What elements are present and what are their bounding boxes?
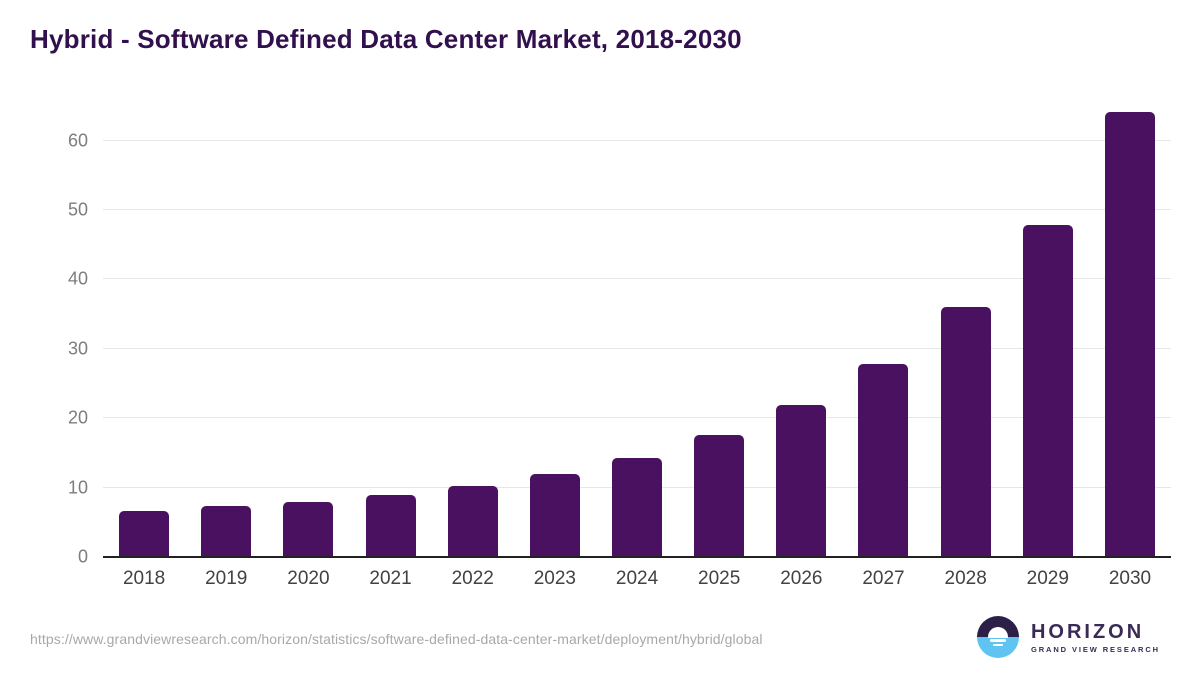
gridline-30 — [103, 347, 1171, 349]
bar-slot-2023 — [514, 106, 596, 557]
bar-2025 — [694, 434, 745, 557]
bar-2018 — [119, 510, 170, 557]
brand-tagline: GRAND VIEW RESEARCH — [1030, 644, 1160, 654]
bar-slot-2024 — [596, 106, 678, 557]
bar-2019 — [201, 506, 252, 557]
brand-name: HORIZON — [1030, 620, 1145, 643]
gridline-40 — [103, 278, 1171, 280]
x-label-2021: 2021 — [369, 568, 412, 589]
bar-2022 — [447, 486, 498, 557]
bars-row — [103, 106, 1171, 557]
x-label-2028: 2028 — [944, 568, 987, 589]
page-title: Hybrid - Software Defined Data Center Ma… — [30, 24, 742, 54]
y-tick-label-10: 10 — [67, 477, 88, 498]
gridline-60 — [103, 139, 1171, 141]
bar-2030 — [1104, 111, 1155, 557]
bar-2021 — [365, 494, 416, 557]
x-label-2019: 2019 — [205, 568, 248, 589]
x-label-2023: 2023 — [533, 568, 576, 589]
bar-slot-2027 — [842, 106, 924, 557]
y-tick-label-20: 20 — [67, 407, 88, 428]
bar-2026 — [776, 405, 827, 557]
y-tick-label-60: 60 — [67, 130, 88, 151]
bar-slot-2029 — [1007, 106, 1089, 557]
bar-slot-2019 — [185, 106, 267, 557]
bar-slot-2021 — [349, 106, 431, 557]
bar-2024 — [612, 458, 663, 557]
x-label-2027: 2027 — [862, 568, 905, 589]
x-label-2020: 2020 — [287, 568, 330, 589]
bar-2028 — [940, 306, 991, 557]
y-tick-label-40: 40 — [67, 268, 88, 289]
y-tick-label-50: 50 — [67, 199, 88, 220]
x-label-2025: 2025 — [698, 568, 741, 589]
gridline-20 — [103, 417, 1171, 419]
y-tick-label-0: 0 — [77, 546, 88, 567]
y-axis-tick-labels: 0 10 20 30 40 50 60 — [0, 106, 88, 566]
bar-slot-2030 — [1089, 106, 1171, 557]
source-url: https://www.grandviewresearch.com/horizo… — [30, 631, 763, 647]
brand-logo: HORIZON GRAND VIEW RESEARCH — [976, 616, 1160, 658]
bar-slot-2018 — [103, 106, 185, 557]
bar-2029 — [1022, 225, 1073, 557]
bar-slot-2022 — [432, 106, 514, 557]
x-label-2024: 2024 — [615, 568, 659, 589]
x-label-2022: 2022 — [451, 568, 494, 589]
sun-over-horizon-icon — [976, 616, 1019, 658]
sun-reflection-line — [992, 644, 1003, 646]
bar-slot-2028 — [925, 106, 1007, 557]
sun-reflection-line — [989, 639, 1006, 642]
bar-slot-2025 — [678, 106, 760, 557]
bar-2020 — [283, 501, 334, 557]
brand-text: HORIZON GRAND VIEW RESEARCH — [1031, 621, 1160, 654]
x-label-2026: 2026 — [780, 568, 823, 589]
bar-2027 — [858, 364, 909, 557]
x-axis-category-labels: 2018 2019 2020 2021 2022 2023 2024 2025 2026 2027… — [103, 568, 1171, 590]
x-label-2018: 2018 — [122, 568, 166, 589]
gridline-50 — [103, 209, 1171, 211]
x-axis-line — [103, 556, 1171, 558]
y-tick-label-30: 30 — [67, 338, 88, 359]
bar-slot-2026 — [760, 106, 842, 557]
plot-area — [103, 106, 1171, 558]
x-label-2029: 2029 — [1026, 568, 1069, 589]
x-label-2030: 2030 — [1108, 568, 1152, 589]
bar-slot-2020 — [267, 106, 349, 557]
sun-shape — [987, 627, 1008, 638]
bar-2023 — [529, 473, 580, 557]
